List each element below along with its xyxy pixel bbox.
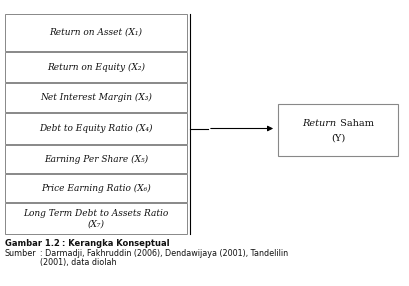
Text: Return on Equity (X₂): Return on Equity (X₂) xyxy=(47,62,145,72)
FancyBboxPatch shape xyxy=(5,52,187,82)
FancyBboxPatch shape xyxy=(5,174,187,202)
Text: : Darmadji, Fakhruddin (2006), Dendawijaya (2001), Tandelilin: : Darmadji, Fakhruddin (2006), Dendawija… xyxy=(40,249,288,258)
FancyBboxPatch shape xyxy=(5,203,187,234)
Text: (2001), data diolah: (2001), data diolah xyxy=(40,258,116,267)
FancyBboxPatch shape xyxy=(277,104,397,156)
Text: Return on Asset (X₁): Return on Asset (X₁) xyxy=(49,28,142,37)
FancyBboxPatch shape xyxy=(5,145,187,173)
Text: Sumber: Sumber xyxy=(5,249,36,258)
Text: Debt to Equity Ratio (X₄): Debt to Equity Ratio (X₄) xyxy=(39,124,153,133)
Text: Return: Return xyxy=(301,118,335,128)
Text: Earning Per Share (X₅): Earning Per Share (X₅) xyxy=(44,154,148,164)
Text: Net Interest Margin (X₃): Net Interest Margin (X₃) xyxy=(40,93,152,102)
Text: Gambar 1.2: Gambar 1.2 xyxy=(5,239,60,248)
Text: (Y): (Y) xyxy=(330,134,344,142)
Text: Saham: Saham xyxy=(336,118,373,128)
FancyBboxPatch shape xyxy=(5,113,187,144)
Text: Price Earning Ratio (X₆): Price Earning Ratio (X₆) xyxy=(41,183,151,192)
FancyBboxPatch shape xyxy=(5,83,187,112)
FancyBboxPatch shape xyxy=(5,14,187,51)
Text: Long Term Debt to Assets Ratio
(X₇): Long Term Debt to Assets Ratio (X₇) xyxy=(23,208,168,229)
Text: : Kerangka Konseptual: : Kerangka Konseptual xyxy=(62,239,169,248)
